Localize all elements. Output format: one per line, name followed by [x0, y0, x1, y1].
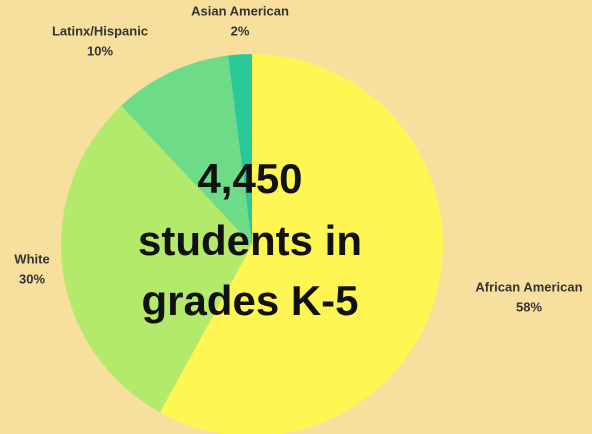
slice-value: 58%: [516, 299, 542, 314]
pie-slice: [61, 105, 253, 413]
center-text: students in: [138, 217, 362, 264]
slice-label: Asian American: [191, 3, 289, 18]
slice-value: 10%: [87, 43, 113, 58]
slice-label: White: [14, 251, 49, 266]
pie-slice: [159, 54, 443, 434]
center-text: grades K-5: [141, 277, 358, 324]
pie-slice: [228, 54, 252, 245]
slice-value: 2%: [231, 23, 250, 38]
slice-value: 30%: [19, 271, 45, 286]
center-text: 4,450: [197, 155, 302, 202]
pie-slice: [121, 55, 253, 246]
slice-label: African American: [475, 279, 582, 294]
slice-label: Latinx/Hispanic: [52, 23, 148, 38]
